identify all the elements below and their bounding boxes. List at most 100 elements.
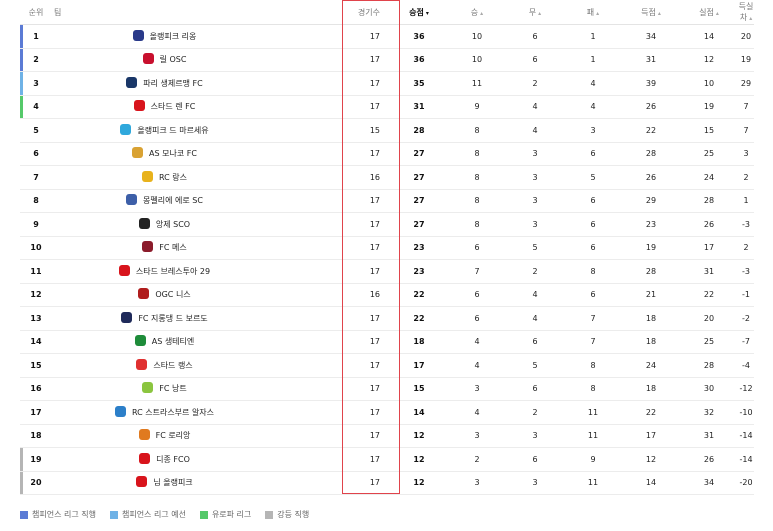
goal-diff-cell: 29: [738, 71, 755, 96]
points-cell: 23: [390, 259, 448, 284]
team-cell[interactable]: 스타드 브레스투아 29: [52, 259, 274, 284]
rank-cell: 1: [20, 24, 52, 49]
losses-cell: 11: [564, 400, 622, 425]
table-row[interactable]: 19 디종 FCO 17 12 2 6 9 12 26 -14: [20, 447, 755, 472]
wins-cell: 4: [448, 330, 506, 354]
played-cell: 17: [274, 95, 390, 119]
team-name[interactable]: 올랭피크 리옹: [149, 31, 197, 41]
team-cell[interactable]: FC 지롱댕 드 보르도: [52, 306, 274, 331]
goal-diff-cell: -20: [738, 471, 755, 495]
team-name[interactable]: 디종 FCO: [156, 454, 190, 464]
team-cell[interactable]: OGC 니스: [52, 283, 274, 307]
table-row[interactable]: 13 FC 지롱댕 드 보르도 17 22 6 4 7 18 20 -2: [20, 306, 755, 331]
wins-cell: 6: [448, 306, 506, 331]
draws-cell: 6: [506, 330, 564, 354]
table-row[interactable]: 16 FC 낭트 17 15 3 6 8 18 30 -12: [20, 377, 755, 401]
zone-indicator: [20, 25, 23, 48]
team-crest-icon: [142, 53, 154, 65]
table-row[interactable]: 2 릴 OSC 17 36 10 6 1 31 12 19: [20, 48, 755, 72]
points-cell: 28: [390, 118, 448, 143]
rank-cell: 4: [20, 95, 52, 119]
team-crest-icon: [132, 29, 144, 41]
team-cell[interactable]: 올랭피크 리옹: [52, 24, 274, 49]
table-row[interactable]: 20 님 올랭피크 17 12 3 3 11 14 34 -20: [20, 471, 755, 495]
goals-for-cell: 19: [622, 236, 680, 260]
team-name[interactable]: AS 생테티엔: [151, 337, 195, 347]
goals-against-cell: 26: [680, 447, 738, 472]
rank-cell: 8: [20, 189, 52, 213]
team-cell[interactable]: AS 생테티엔: [52, 330, 274, 354]
table-row[interactable]: 15 스타드 랭스 17 17 4 5 8 24 28 -4: [20, 353, 755, 378]
standings-body: 1 올랭피크 리옹 17 36 10 6 1 34 14 20 2 릴 OSC 17 36 10 6 1 31 12…: [20, 24, 755, 495]
team-name[interactable]: 올랭피크 드 마르세유: [137, 125, 209, 135]
col-wins-header[interactable]: 승 ▴: [448, 0, 506, 25]
col-points-header[interactable]: 승점 ▾: [390, 0, 448, 25]
team-cell[interactable]: FC 메스: [52, 236, 274, 260]
team-cell[interactable]: 몽펠리에 에로 SC: [52, 189, 274, 213]
col-losses-header[interactable]: 패 ▴: [564, 0, 622, 25]
table-row[interactable]: 12 OGC 니스 16 22 6 4 6 21 22 -1: [20, 283, 755, 307]
table-row[interactable]: 1 올랭피크 리옹 17 36 10 6 1 34 14 20: [20, 24, 755, 49]
table-row[interactable]: 8 몽펠리에 에로 SC 17 27 8 3 6 29 28 1: [20, 189, 755, 213]
table-row[interactable]: 7 RC 랑스 16 27 8 3 5 26 24 2: [20, 165, 755, 190]
team-cell[interactable]: 파리 생제르맹 FC: [52, 71, 274, 96]
losses-cell: 11: [564, 471, 622, 495]
col-gd-header[interactable]: 득실차 ▴: [738, 0, 755, 25]
team-cell[interactable]: 스타드 렌 FC: [52, 95, 274, 119]
team-name[interactable]: FC 메스: [159, 243, 187, 253]
team-name[interactable]: RC 스트라스부르 알자스: [131, 407, 215, 417]
team-cell[interactable]: 님 올랭피크: [52, 471, 274, 495]
team-name[interactable]: 앙제 SCO: [155, 219, 191, 229]
goals-against-cell: 34: [680, 471, 738, 495]
table-row[interactable]: 4 스타드 렌 FC 17 31 9 4 4 26 19 7: [20, 95, 755, 119]
team-cell[interactable]: FC 낭트: [52, 377, 274, 401]
losses-cell: 5: [564, 165, 622, 190]
team-name[interactable]: 스타드 브레스투아 29: [135, 266, 211, 276]
table-row[interactable]: 18 FC 로리앙 17 12 3 3 11 17 31 -14: [20, 424, 755, 448]
draws-cell: 6: [506, 447, 564, 472]
table-row[interactable]: 6 AS 모나코 FC 17 27 8 3 6 28 25 3: [20, 142, 755, 166]
goal-diff-cell: -1: [738, 283, 755, 307]
team-cell[interactable]: 올랭피크 드 마르세유: [52, 118, 274, 143]
losses-cell: 1: [564, 24, 622, 49]
team-name[interactable]: 릴 OSC: [159, 55, 187, 65]
team-name[interactable]: RC 랑스: [158, 172, 187, 182]
team-cell[interactable]: AS 모나코 FC: [52, 142, 274, 166]
draws-cell: 2: [506, 71, 564, 96]
team-name[interactable]: FC 낭트: [159, 384, 187, 394]
team-cell[interactable]: 릴 OSC: [52, 48, 274, 72]
table-row[interactable]: 14 AS 생테티엔 17 18 4 6 7 18 25 -7: [20, 330, 755, 354]
table-row[interactable]: 3 파리 생제르맹 FC 17 35 11 2 4 39 10 29: [20, 71, 755, 96]
team-name[interactable]: 스타드 랭스: [153, 360, 193, 370]
team-name[interactable]: 님 올랭피크: [153, 478, 193, 488]
table-row[interactable]: 5 올랭피크 드 마르세유 15 28 8 4 3 22 15 7: [20, 118, 755, 143]
team-name[interactable]: 몽펠리에 에로 SC: [143, 196, 203, 206]
zone-indicator: [20, 72, 23, 95]
col-gf-header[interactable]: 득점 ▴: [622, 0, 680, 25]
team-name[interactable]: FC 지롱댕 드 보르도: [138, 313, 208, 323]
table-row[interactable]: 11 스타드 브레스투아 29 17 23 7 2 8 28 31 -3: [20, 259, 755, 284]
goal-diff-cell: -10: [738, 400, 755, 425]
team-cell[interactable]: 디종 FCO: [52, 447, 274, 472]
team-cell[interactable]: RC 랑스: [52, 165, 274, 190]
team-name[interactable]: FC 로리앙: [155, 431, 191, 441]
table-row[interactable]: 10 FC 메스 17 23 6 5 6 19 17 2: [20, 236, 755, 260]
team-cell[interactable]: RC 스트라스부르 알자스: [52, 400, 274, 425]
goal-diff-cell: -2: [738, 306, 755, 331]
team-name[interactable]: 파리 생제르맹 FC: [143, 78, 203, 88]
table-row[interactable]: 9 앙제 SCO 17 27 8 3 6 23 26 -3: [20, 212, 755, 237]
team-name[interactable]: 스타드 렌 FC: [150, 102, 196, 112]
draws-cell: 3: [506, 165, 564, 190]
team-name[interactable]: OGC 니스: [155, 290, 191, 300]
zone-indicator: [20, 471, 23, 494]
col-ga-header[interactable]: 실점 ▴: [680, 0, 738, 25]
col-draws-header[interactable]: 무 ▴: [506, 0, 564, 25]
team-cell[interactable]: 스타드 랭스: [52, 353, 274, 378]
team-cell[interactable]: 앙제 SCO: [52, 212, 274, 237]
zone-indicator: [20, 213, 23, 235]
zone-indicator: [20, 448, 23, 471]
goals-for-cell: 18: [622, 306, 680, 331]
table-row[interactable]: 17 RC 스트라스부르 알자스 17 14 4 2 11 22 32 -10: [20, 400, 755, 425]
team-cell[interactable]: FC 로리앙: [52, 424, 274, 448]
team-name[interactable]: AS 모나코 FC: [149, 149, 197, 159]
